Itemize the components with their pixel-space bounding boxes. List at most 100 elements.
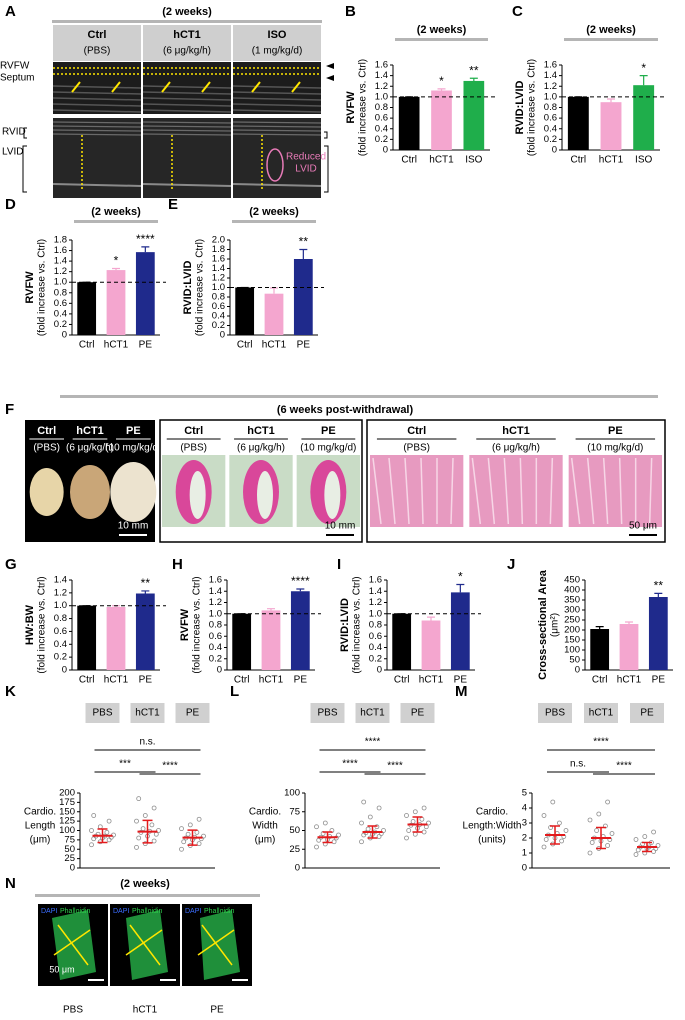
y-axis-title: RVFW <box>24 271 36 304</box>
y-tick-label: 0.6 <box>54 298 67 309</box>
panel-letter: A <box>5 3 16 20</box>
cell <box>52 910 96 980</box>
panel-title: (2 weeks) <box>91 206 141 218</box>
stain-label: DAPI <box>41 908 57 915</box>
y-axis-subtitle: (fold increase vs. Ctrl) <box>37 576 48 673</box>
echo-texture <box>52 91 142 95</box>
y-tick-label: 0.8 <box>54 613 67 624</box>
y-tick-label: 450 <box>564 575 580 586</box>
echo-texture <box>142 125 232 128</box>
data-point <box>541 813 547 818</box>
cell-border <box>487 457 496 525</box>
stain-label: DAPI <box>113 908 129 915</box>
title-rule <box>564 38 658 41</box>
heart-photo <box>110 462 157 522</box>
group-label: hCT1 <box>360 708 385 719</box>
error-bar <box>654 592 663 597</box>
panel-letter: C <box>512 3 523 20</box>
group-box <box>85 703 120 723</box>
panel-title: (6 weeks post-withdrawal) <box>277 404 414 416</box>
echo-texture <box>142 121 232 124</box>
data-point <box>106 837 112 843</box>
column-name: Ctrl <box>184 425 203 437</box>
data-point <box>426 820 431 826</box>
data-point <box>134 818 139 824</box>
echo-texture <box>232 183 322 187</box>
x-tick-label: Ctrl <box>79 340 95 351</box>
data-point <box>376 834 382 839</box>
echo-texture <box>142 97 232 101</box>
y-tick-label: 300 <box>564 605 580 616</box>
data-point <box>153 831 159 837</box>
group-label: PE <box>411 708 425 719</box>
significance: ** <box>299 235 309 249</box>
data-point <box>136 835 142 841</box>
chamber <box>324 471 341 519</box>
y-tick-label: 0 <box>552 145 557 156</box>
echo-texture <box>142 183 232 187</box>
bar <box>261 610 281 670</box>
y-tick-label: 150 <box>59 806 75 817</box>
data-point <box>559 838 564 844</box>
histology <box>469 455 563 527</box>
group-label: PBS <box>92 708 112 719</box>
data-point <box>91 813 97 818</box>
data-point <box>410 819 416 824</box>
panel-letter: J <box>507 556 515 573</box>
x-tick-label: hCT1 <box>259 675 284 686</box>
column-header <box>233 25 321 61</box>
y-tick-label: 50 <box>64 844 75 855</box>
error-bar <box>595 626 604 629</box>
data-point <box>557 820 562 826</box>
bar <box>135 252 155 335</box>
y-tick-label: 0 <box>522 863 527 874</box>
y-tick-label: 0 <box>62 665 67 676</box>
data-point <box>89 828 94 833</box>
y-tick-label: 75 <box>289 806 300 817</box>
column-name: Ctrl <box>88 29 107 41</box>
comparison-label: *** <box>119 759 131 770</box>
bar <box>398 96 420 150</box>
column-dose: (PBS) <box>84 46 111 57</box>
data-point <box>140 826 146 832</box>
significance: **** <box>136 232 155 246</box>
data-point <box>361 799 367 805</box>
y-tick-label: 1.4 <box>54 256 67 267</box>
y-tick-label: 1.0 <box>544 91 557 102</box>
bar <box>421 620 441 670</box>
y-axis-title: (units) <box>478 835 506 846</box>
y-tick-label: 1.0 <box>212 282 225 293</box>
x-tick-label: ISO <box>635 155 652 166</box>
echo-texture <box>142 109 232 113</box>
data-point <box>196 816 202 822</box>
group-box <box>130 703 165 723</box>
bar <box>235 287 255 335</box>
y-tick-label: 0.2 <box>212 320 225 331</box>
y-axis-title: (μm) <box>30 835 51 846</box>
data-point <box>655 843 661 848</box>
bar <box>77 605 97 670</box>
y-axis-title: (μm) <box>255 835 276 846</box>
column-name: PE <box>321 425 336 437</box>
x-tick-label: PE <box>297 340 311 351</box>
y-tick-label: 0.2 <box>375 134 388 145</box>
panel-title: (2 weeks) <box>120 878 170 890</box>
y-tick-label: 1.2 <box>375 81 388 92</box>
data-point <box>365 826 371 832</box>
column-dose: (10 mg/kg/d) <box>105 443 161 454</box>
y-tick-label: 125 <box>59 816 75 827</box>
column-name: hCT1 <box>247 425 275 437</box>
error-bar <box>625 621 633 624</box>
significance: **** <box>291 574 310 588</box>
echo-texture <box>52 97 142 101</box>
data-point <box>421 805 427 811</box>
data-point <box>179 846 184 852</box>
x-tick-label: PE <box>139 340 153 351</box>
error-bar <box>456 583 465 593</box>
title-rule <box>60 395 658 398</box>
y-axis-title: Length:Width <box>463 821 522 832</box>
y-axis-subtitle: (fold increase vs. Ctrl) <box>527 59 538 156</box>
x-tick-label: Ctrl <box>592 675 608 686</box>
data-point <box>322 820 328 826</box>
echo-texture <box>52 125 142 128</box>
